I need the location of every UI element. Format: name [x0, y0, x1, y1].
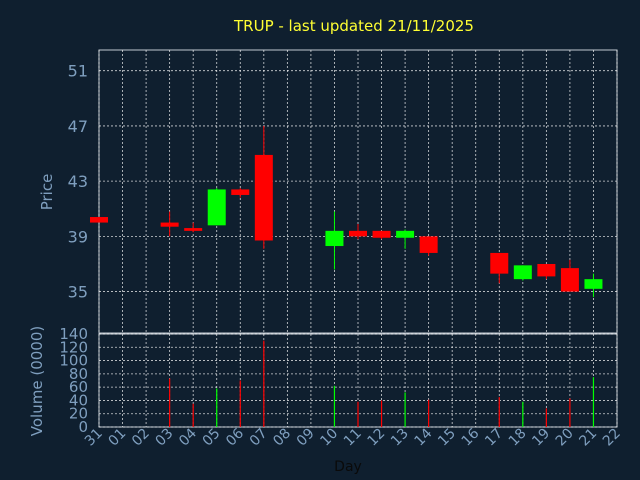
- price-axis-label: Price: [38, 174, 56, 211]
- price-panel: 35 39 43 47 51: [68, 49, 618, 334]
- day-tick-label: 09: [294, 426, 318, 450]
- price-tick-label: 51: [68, 62, 88, 81]
- volume-tick-label: 80: [69, 365, 88, 383]
- day-tick-label: 08: [270, 426, 294, 450]
- day-tick-labels: 31 01 02 03 04 05 06 07 08 09 10 11 12 13 14 15 16 17 18 19…: [82, 425, 624, 449]
- day-tick-label: 17: [482, 426, 506, 450]
- day-tick-label: 11: [341, 426, 365, 450]
- candle-body: [90, 217, 108, 223]
- day-tick-label: 10: [317, 426, 341, 450]
- price-tick-label: 47: [68, 117, 88, 136]
- day-tick-label: 04: [176, 425, 200, 449]
- candle-body: [231, 189, 250, 195]
- chart-title: TRUP - last updated 21/11/2025: [233, 17, 474, 35]
- candle-body: [207, 189, 226, 226]
- day-tick-label: 01: [105, 426, 129, 450]
- candle-body: [160, 222, 179, 227]
- day-tick-label: 03: [153, 426, 177, 450]
- candle-body: [584, 279, 603, 289]
- volume-tick-label: 40: [69, 391, 88, 409]
- day-tick-label: 19: [529, 426, 553, 450]
- price-tick-label: 39: [68, 227, 88, 246]
- day-tick-label: 18: [506, 426, 530, 450]
- candle-body: [490, 252, 509, 274]
- volume-tick-label: 20: [69, 405, 88, 423]
- day-tick-label: 13: [388, 426, 412, 450]
- candle-body: [513, 265, 532, 280]
- volume-tick-label: 0: [78, 418, 88, 436]
- candle-body: [419, 236, 438, 253]
- candle-body: [560, 268, 579, 292]
- volume-tick-label: 140: [59, 325, 88, 343]
- candle-body: [184, 228, 203, 231]
- volume-tick-label: 100: [59, 352, 88, 370]
- candle-body: [254, 154, 273, 241]
- volume-axis-label: Volume (0000): [28, 326, 46, 436]
- day-tick-label: 07: [247, 426, 271, 450]
- day-tick-label: 05: [200, 426, 224, 450]
- candle-body: [537, 263, 556, 277]
- day-tick-label: 16: [459, 425, 483, 449]
- day-tick-label: 20: [553, 426, 577, 450]
- day-tick-label: 22: [600, 426, 624, 450]
- candle-body: [325, 230, 344, 247]
- candle-body: [349, 230, 367, 237]
- day-tick-label: 14: [412, 425, 436, 449]
- candle-body: [396, 230, 415, 238]
- price-tick-label: 43: [68, 172, 88, 191]
- day-tick-label: 15: [435, 426, 459, 450]
- price-tick-label: 35: [68, 283, 88, 302]
- day-tick-label: 21: [576, 426, 600, 450]
- day-tick-label: 02: [129, 426, 153, 450]
- volume-tick-label: 120: [59, 338, 88, 356]
- day-tick-label: 06: [223, 425, 247, 449]
- day-tick-label: 12: [364, 426, 388, 450]
- day-axis-label: Day: [334, 459, 362, 475]
- candle-body: [372, 230, 391, 238]
- volume-tick-label: 60: [69, 378, 88, 396]
